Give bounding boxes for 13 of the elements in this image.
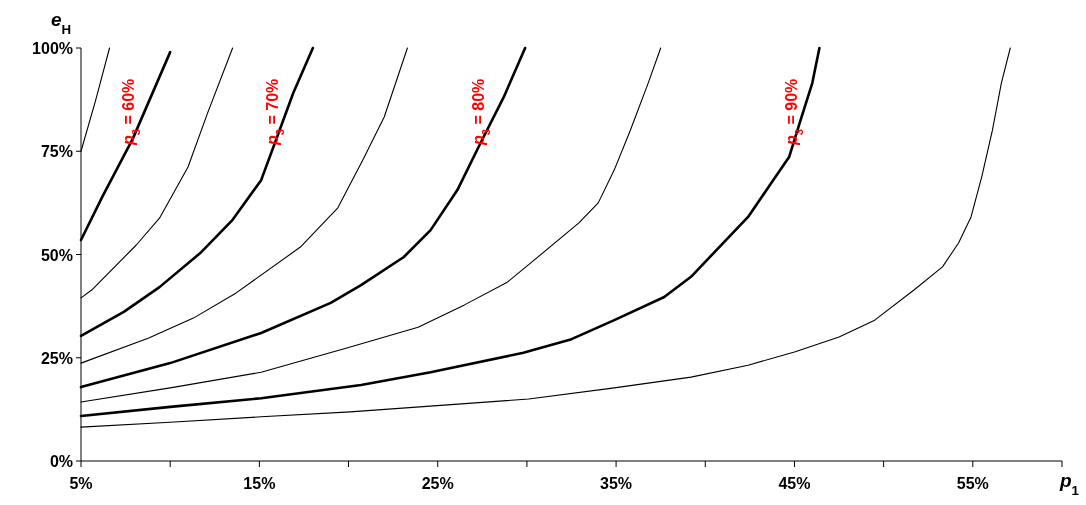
x-tick-label: 25% (421, 475, 454, 492)
y-tick-label: 25% (40, 349, 73, 367)
y-axis-title: e$_{H}$ (51, 9, 72, 37)
x-axis-title: p$_{1}$ (1059, 470, 1080, 498)
x-tick-label: 45% (778, 475, 811, 492)
y-tick-label: 50% (40, 246, 73, 264)
x-tick-label: 5% (69, 475, 93, 492)
y-tick-label: 100% (32, 40, 73, 57)
x-tick-label: 55% (956, 475, 989, 492)
y-tick-label: 0% (49, 453, 73, 470)
x-tick-label: 15% (243, 475, 276, 492)
x-tick-label: 35% (600, 475, 633, 492)
y-tick-label: 75% (40, 143, 73, 161)
